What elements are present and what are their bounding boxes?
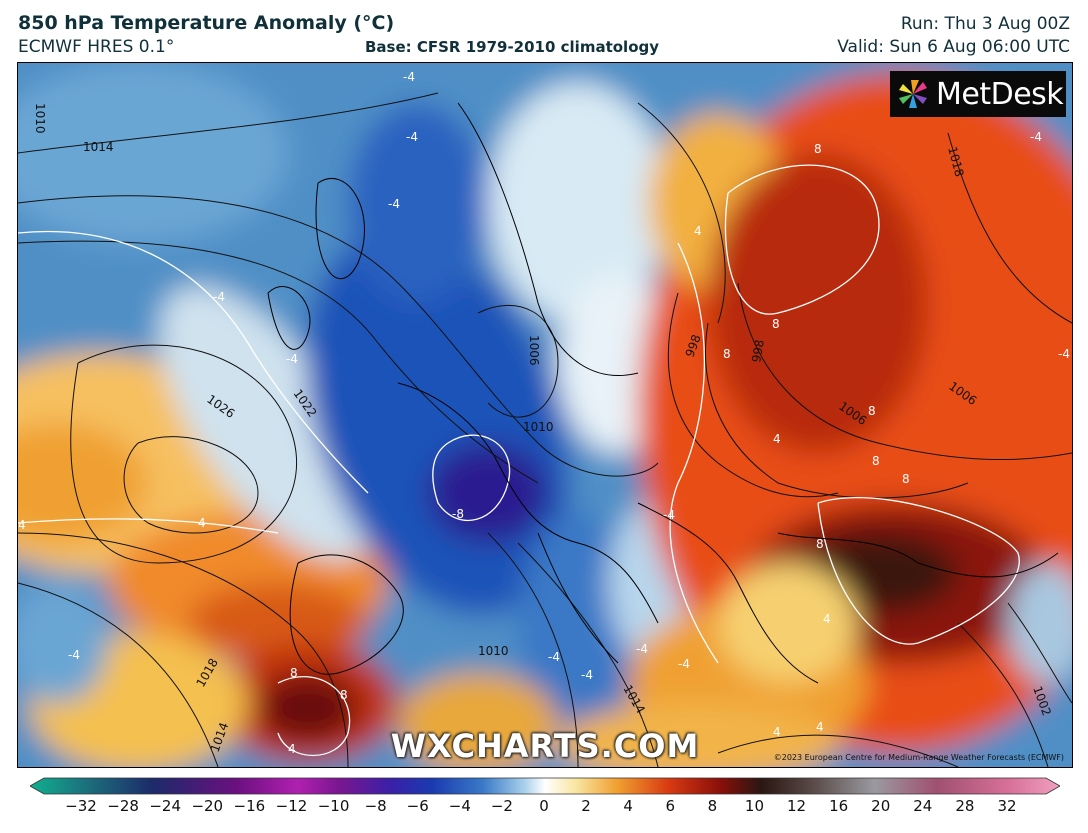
color-scale-tick: 8 [707,797,718,815]
anomaly-label: -4 [678,657,690,671]
anomaly-label: 4 [288,742,296,756]
anomaly-label: 4 [694,224,702,238]
anomaly-label: -4 [68,648,80,662]
anomaly-label: -4 [581,668,593,682]
color-scale-tick: −28 [107,797,139,815]
color-scale-tick: 12 [786,797,807,815]
anomaly-label: 8 [814,142,822,156]
anomaly-field [18,63,1072,767]
color-scale-tick: 0 [539,797,549,815]
logo-text: MetDesk [936,76,1064,112]
anomaly-label: -4 [663,508,675,522]
isobar-label: 1010 [478,644,509,658]
wxcharts-watermark: WXCHARTS.COM [390,727,700,765]
anomaly-label: 8 [868,404,876,418]
isobar-label: 1006 [527,335,541,366]
map-canvas: 1010 1014 1026 1022 1006 1010 1018 1014 … [18,63,1072,767]
anomaly-label: -4 [1058,347,1070,361]
color-scale-tick: −12 [275,797,308,815]
color-scale-tick: −32 [65,797,97,815]
anomaly-labels: -4 -4 -4 -4 -4 -4 -4 -4 -8 -4 -4 -4 -4 -… [18,70,1070,756]
color-scale-bar [30,777,1060,795]
anomaly-label: -4 [636,642,648,656]
color-scale-tick: −2 [490,797,513,815]
anomaly-label: 8 [816,537,824,551]
climatology-base: Base: CFSR 1979-2010 climatology [365,38,660,56]
chart-title: 850 hPa Temperature Anomaly (°C) [18,12,395,34]
valid-time: Valid: Sun 6 Aug 06:00 UTC [837,37,1070,57]
color-scale-tick: 2 [581,797,591,815]
anomaly-label: -8 [452,507,464,521]
anomaly-label: 8 [872,454,880,468]
anomaly-label: 8 [723,347,731,361]
anomaly-label: 4 [18,518,26,532]
anomaly-label: 4 [773,725,781,739]
color-scale-tick: −20 [191,797,224,815]
isobar-label: 1014 [83,140,114,154]
color-scale-tick: 6 [665,797,676,815]
color-scale-tick: 10 [744,797,764,815]
color-scale-tick: −8 [364,797,387,815]
color-scale-tick: −24 [149,797,181,815]
anomaly-label: 4 [823,612,831,626]
anomaly-label: -4 [388,197,400,211]
anomaly-label: -4 [403,70,415,84]
anomaly-contours [18,164,1020,756]
anomaly-label: 4 [198,516,206,530]
anomaly-label: -4 [1030,130,1042,144]
anomaly-label: 4 [816,720,824,734]
anomaly-label: 8 [290,666,298,680]
coastlines [267,102,1059,684]
color-scale-tick: 16 [829,797,849,815]
color-scale-tick: 32 [997,797,1017,815]
pinwheel-icon [899,80,927,108]
color-scale-tick: 24 [913,797,933,815]
run-time: Run: Thu 3 Aug 00Z [900,14,1070,34]
isobar-label: 1010 [33,103,47,134]
anomaly-label: 8 [902,472,910,486]
isobar-label: 998 [749,339,767,364]
metdesk-logo: MetDesk [890,71,1066,117]
color-scale-tick: −16 [233,797,266,815]
anomaly-label: -4 [286,352,298,366]
anomaly-label: -4 [213,290,225,304]
model-name: ECMWF HRES 0.1° [18,37,175,57]
color-scale-tick: −6 [406,797,429,815]
color-scale-tick: 4 [623,797,633,815]
anomaly-label: 8 [340,688,348,702]
color-scale-tick: 20 [871,797,891,815]
anomaly-map[interactable]: 1010 1014 1026 1022 1006 1010 1018 1014 … [17,62,1073,768]
anomaly-label: -4 [406,130,418,144]
anomaly-label: 4 [773,432,781,446]
color-scale-tick: 28 [955,797,975,815]
isobar-label: 1010 [523,420,554,434]
anomaly-label: 8 [772,317,780,331]
color-scale-tick: −4 [448,797,471,815]
anomaly-label: -4 [548,650,560,664]
color-scale-tick: −10 [317,797,350,815]
copyright-notice: ©2023 European Centre for Medium-Range W… [773,753,1064,762]
